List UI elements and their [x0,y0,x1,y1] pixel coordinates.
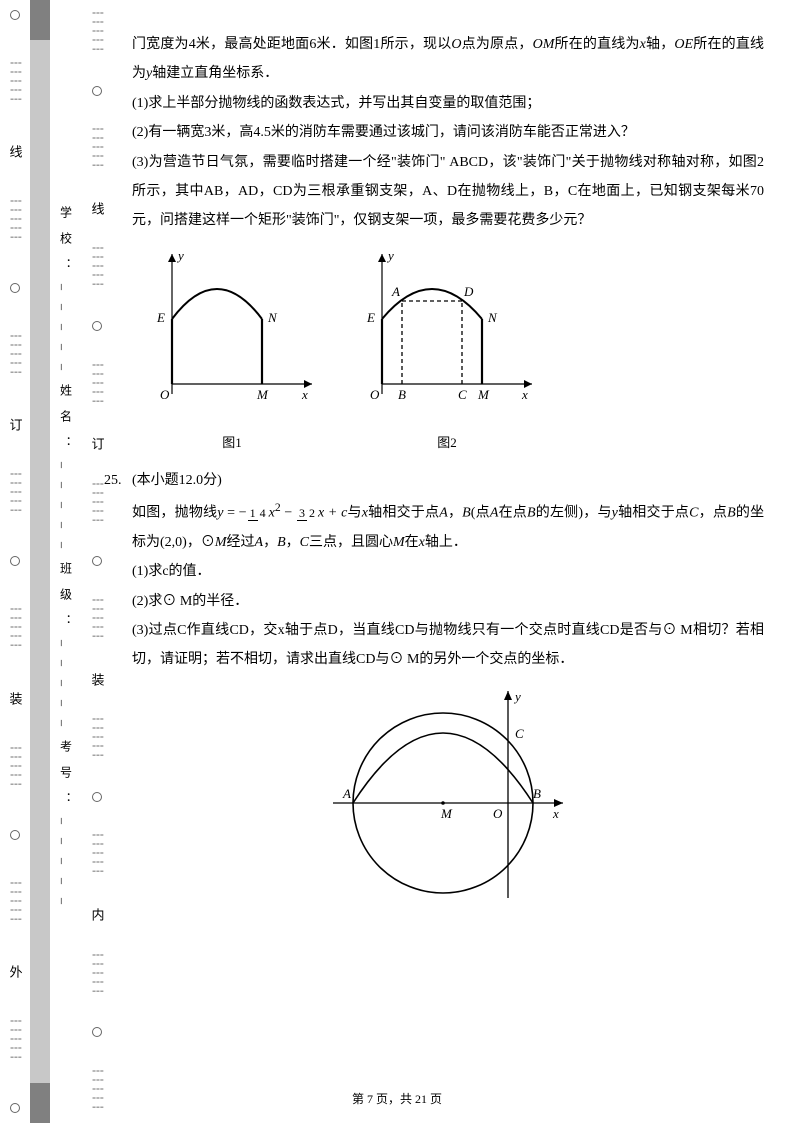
binding-dots: ┆┆┆┆┆ [92,362,103,407]
svg-text:y: y [513,689,521,704]
q24-context: 门宽度为4米，最高处距地面6米．如图1所示，现以O点为原点，OM所在的直线为x轴… [132,30,764,89]
svg-text:O: O [493,806,503,821]
svg-text:x: x [301,387,308,402]
binding-dots: ┆┆┆┆┆ [92,126,103,171]
binding-label: 线 [6,145,25,158]
svg-text:M: M [477,387,490,402]
q24-part2: (2)有一辆宽3米，高4.5米的消防车需要通过该城门，请问该消防车能否正常进入？ [132,118,764,147]
svg-text:O: O [370,387,380,402]
svg-text:C: C [515,726,524,741]
figure-caption: 图1 [142,429,322,456]
binding-label: 装 [88,673,107,686]
info-field: 学校： [58,206,75,284]
binding-dots: ┆┆┆┆┆ [92,597,103,642]
hole-icon [10,10,20,20]
hole-icon [92,556,102,566]
q24-part1: (1)求上半部分抛物线的函数表达式，并写出其自变量的取值范围； [132,89,764,118]
info-field: 姓名： [58,384,75,462]
svg-text:A: A [342,786,351,801]
diagram-icon: A B C M O x y [323,683,573,903]
svg-text:E: E [366,310,375,325]
binding-dots: ┆┆┆┆┆ [92,481,103,526]
hole-icon [92,86,102,96]
q25-points: (本小题12.0分) [132,466,764,495]
q25-part3: (3)过点C作直线CD，交x轴于点D，当直线CD与抛物线只有一个交点时直线CD是… [132,616,764,675]
question-number: 25. [104,466,132,495]
gray-cap-top [30,0,50,40]
info-field: 考号： [58,740,75,818]
figure-1: E N O M x y 图1 [142,244,322,457]
hole-icon [92,321,102,331]
q24-part3: (3)为营造节日气氛，需要临时搭建一个经"装饰门" ABCD，该"装饰门"关于抛… [132,148,764,236]
diagram-icon: E N A D O B C M x y [352,244,542,414]
binding-dots: ┆┆┆┆┆ [10,745,21,790]
svg-text:y: y [176,248,184,263]
figure-2: E N A D O B C M x y 图2 [352,244,542,457]
binding-margin-outer: ┆┆┆┆┆ 线 ┆┆┆┆┆ ┆┆┆┆┆ 订 ┆┆┆┆┆ ┆┆┆┆┆ 装 ┆┆┆┆… [0,0,30,1123]
binding-dots: ┆┆┆┆┆ [92,10,103,55]
svg-text:M: M [256,387,269,402]
binding-dots: ┆┆┆┆┆ [92,952,103,997]
hole-icon [92,1027,102,1037]
gray-strip [30,0,50,1123]
question-25: 25. (本小题12.0分) 如图，抛物线y = −14x2 − 32x + c… [132,466,764,914]
binding-dots: ┆┆┆┆┆ [10,471,21,516]
svg-text:E: E [156,310,165,325]
hole-icon [10,830,20,840]
figure-caption: 图2 [352,429,542,456]
hole-icon [10,283,20,293]
svg-text:N: N [487,310,498,325]
binding-dots: ┆┆┆┆┆ [10,198,21,243]
binding-label: 外 [6,965,25,978]
binding-dots: ┆┆┆┆┆ [92,245,103,290]
binding-label: 线 [88,202,107,215]
svg-text:M: M [440,806,453,821]
q25-part1: (1)求c的值． [132,557,764,586]
binding-dots: ┆┆┆┆┆ [10,606,21,651]
student-info-strip: 学校：_____ 姓名：_____ 班级：_____ 考号：_____ [50,0,82,1123]
hole-icon [92,792,102,802]
binding-dots: ┆┆┆┆┆ [10,880,21,925]
binding-label: 内 [88,908,107,921]
binding-label: 订 [88,437,107,450]
svg-text:O: O [160,387,170,402]
binding-dots: ┆┆┆┆┆ [10,1018,21,1063]
svg-text:D: D [463,284,474,299]
diagram-icon: E N O M x y [142,244,322,414]
binding-dots: ┆┆┆┆┆ [10,60,21,105]
svg-text:x: x [552,806,559,821]
svg-text:y: y [386,248,394,263]
q25-part2: (2)求⊙ M的半径． [132,587,764,616]
binding-dots: ┆┆┆┆┆ [10,333,21,378]
binding-dots: ┆┆┆┆┆ [92,832,103,877]
svg-text:C: C [458,387,467,402]
main-content: 门宽度为4米，最高处距地面6米．如图1所示，现以O点为原点，OM所在的直线为x轴… [112,0,794,1123]
q25-stem: 如图，抛物线y = −14x2 − 32x + c与x轴相交于点A，B(点A在点… [132,496,764,557]
info-field: 班级： [58,562,75,640]
binding-label: 装 [6,692,25,705]
svg-text:B: B [533,786,541,801]
page-footer: 第 7 页，共 21 页 [0,1090,794,1107]
svg-text:A: A [391,284,400,299]
svg-text:N: N [267,310,278,325]
binding-label: 订 [6,418,25,431]
svg-text:B: B [398,387,406,402]
binding-dots: ┆┆┆┆┆ [92,716,103,761]
hole-icon [10,556,20,566]
svg-text:x: x [521,387,528,402]
q25-figure: A B C M O x y [132,683,764,914]
binding-margin-inner: ┆┆┆┆┆ ┆┆┆┆┆ 线 ┆┆┆┆┆ ┆┆┆┆┆ 订 ┆┆┆┆┆ ┆┆┆┆┆ … [82,0,112,1123]
q24-figures: E N O M x y 图1 E N [142,244,764,457]
